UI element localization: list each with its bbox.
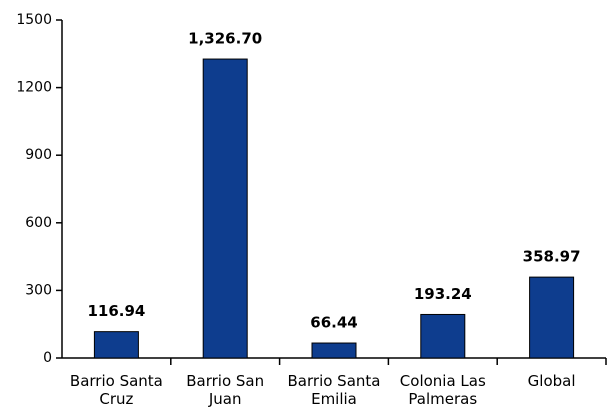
bar [202,58,248,359]
value-label: 116.94 [87,302,145,320]
x-tick-label: Barrio Santa Emilia [287,372,381,408]
bar [311,342,357,359]
x-tick-label: Colonia Las Palmeras [399,372,486,408]
x-tick-label: Barrio Santa Cruz [69,372,163,408]
value-label: 358.97 [523,248,581,266]
x-tick-label: Global [527,372,576,390]
y-tick-label: 600 [25,215,52,231]
y-tick-label: 1200 [16,80,52,96]
value-label: 193.24 [414,285,472,303]
value-label: 1,326.70 [188,30,262,48]
bar [529,276,575,359]
x-tick-label: Barrio San Juan [186,372,265,408]
y-tick-label: 300 [25,282,52,298]
y-tick-label: 1500 [16,12,52,28]
bar [93,331,139,359]
y-tick-label: 900 [25,147,52,163]
bar [420,313,466,359]
value-label: 66.44 [310,314,357,332]
y-tick-label: 0 [43,350,52,366]
